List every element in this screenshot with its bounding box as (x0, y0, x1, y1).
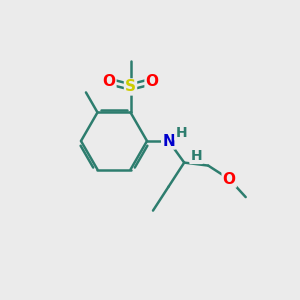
Text: O: O (102, 74, 116, 89)
Text: N: N (162, 134, 175, 148)
Text: H: H (176, 126, 187, 140)
Text: H: H (190, 149, 202, 163)
Text: S: S (125, 80, 136, 94)
Text: O: O (223, 172, 236, 187)
Text: O: O (146, 74, 159, 89)
